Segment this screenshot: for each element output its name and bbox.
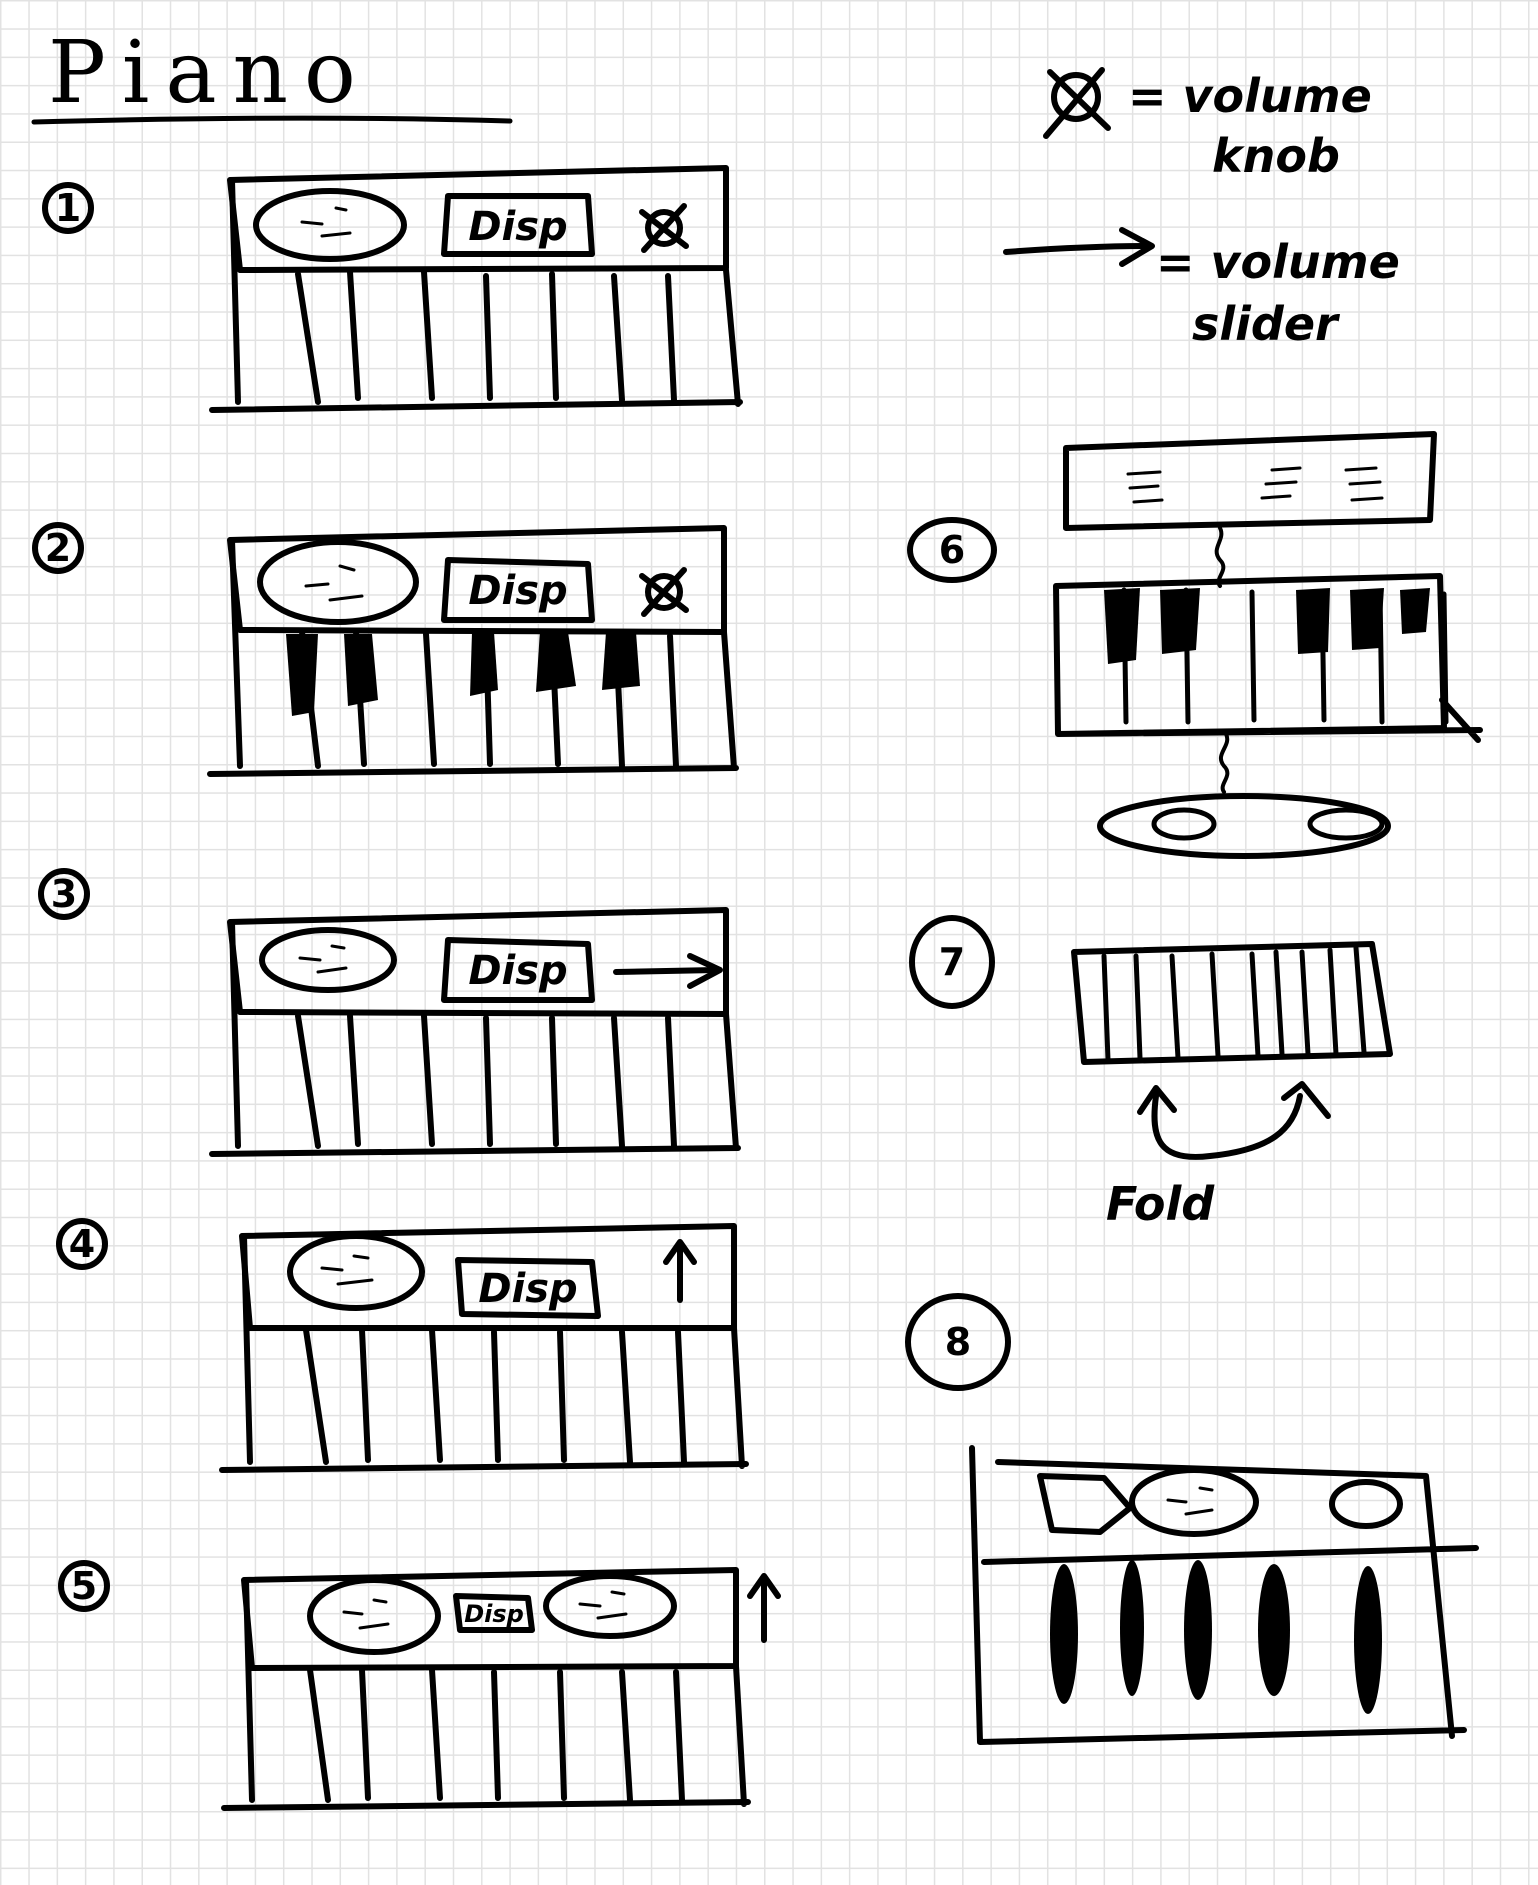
sketch-4-display-label: Disp (478, 1266, 577, 1312)
volume-knob-legend-icon (1043, 67, 1111, 139)
sketch-6-number-circle (907, 517, 997, 583)
sketch-6-number: 6 (939, 528, 965, 572)
sketch-7-number: 7 (939, 940, 965, 984)
sketch-5-number-circle (58, 1560, 110, 1612)
sketch-1-volume-knob-icon (639, 203, 689, 253)
sketch-8-display (1037, 1473, 1133, 1535)
sketch-6-speaker-bar (1097, 793, 1391, 859)
sketch-3-display (441, 937, 595, 1003)
sketch-6-black-keys (1104, 588, 1430, 664)
sketch-6-control-panel (1063, 431, 1437, 531)
sketch-7-folded-keyboard (1071, 941, 1393, 1065)
volume-knob-legend-label: = volume (1128, 69, 1372, 123)
sketch-2-number: 2 (45, 526, 71, 570)
sketch-7: 7 Fold (909, 915, 1393, 1231)
sketch-4: 4 Disp (56, 1218, 749, 1473)
sketch-1-keys (295, 269, 677, 405)
sketch-6-connector-bottom (1218, 732, 1230, 794)
title-underline (31, 115, 513, 125)
sketch-3-piano-body (209, 919, 741, 1157)
title-group: Piano (31, 23, 513, 125)
sketch-1-display (441, 193, 595, 257)
sketch-8-number: 8 (945, 1320, 971, 1364)
sketch-5-number: 5 (71, 1564, 97, 1608)
sketch-1-number: 1 (55, 186, 81, 230)
sketch-4-piano-body (219, 1233, 749, 1473)
sketch-1-speaker (253, 188, 407, 262)
sketch-3-speaker (259, 927, 397, 993)
sketch-1: 1 Disp (42, 165, 743, 413)
sketch-7-fold-arrow-icon (1137, 1081, 1331, 1160)
sketch-5-piano-body (221, 1577, 751, 1811)
sketch-4-keys (303, 1327, 687, 1465)
sketch-5-volume-up-arrow-icon (747, 1573, 781, 1643)
sketch-5-display-label: Disp (464, 1600, 524, 1628)
volume-slider-legend-icon (1003, 227, 1155, 267)
sketch-3-number-circle (38, 868, 90, 920)
sketch-3-keys (295, 1013, 677, 1149)
sketch-4-number-circle (56, 1218, 108, 1270)
sketch-1-number-circle (42, 182, 94, 234)
legend: = volume knob = volume slider (1003, 67, 1400, 351)
sketch-8-number-circle (905, 1293, 1011, 1391)
sketch-7-fold-label: Fold (1106, 1177, 1215, 1231)
sketch-5-speaker-right (543, 1573, 677, 1639)
sketch-6: 6 (907, 431, 1483, 859)
sketch-3: 3 Disp (38, 868, 741, 1157)
sketch-2: 2 Disp (32, 522, 739, 777)
sketch-2-piano-body (207, 537, 739, 777)
sketch-4-volume-up-arrow-icon (663, 1239, 697, 1303)
sketch-1-piano-body (209, 177, 743, 413)
sketch-2-display-label: Disp (468, 568, 567, 614)
sketch-2-speaker (257, 539, 419, 625)
sketch-2-speaker-holes (304, 564, 364, 602)
sketch-5-speaker-left-holes (342, 1598, 390, 1630)
sketch-6-speaker-left (1151, 807, 1217, 841)
sketch-3-display-label: Disp (468, 948, 567, 994)
sketch-5-keys (307, 1667, 685, 1803)
sketch-5: 5 Disp (58, 1560, 781, 1811)
sketch-5-display (453, 1593, 535, 1633)
sketch-8: 8 (905, 1293, 1479, 1745)
sketch-2-volume-knob-icon (639, 567, 689, 617)
volume-slider-legend-label: = volume (1156, 235, 1400, 289)
sketch-6-speaker-right (1307, 807, 1385, 841)
sketch-4-display (455, 1257, 601, 1319)
sketch-8-piano-body (969, 1445, 1479, 1745)
sketch-4-number: 4 (69, 1222, 95, 1266)
sketch-7-number-circle (909, 915, 995, 1009)
sketch-1-display-label: Disp (468, 204, 567, 250)
sketch-8-black-keys (1050, 1560, 1382, 1714)
sketch-6-control-icons (1126, 466, 1384, 504)
sketch-5-speaker-right-holes (578, 1590, 628, 1620)
sketch-3-speaker-holes (298, 944, 348, 974)
page-title: Piano (48, 23, 372, 123)
sketch-8-speaker (1129, 1467, 1259, 1537)
volume-knob-legend-label-2: knob (1212, 129, 1340, 183)
sketch-3-volume-slider-icon (613, 953, 723, 989)
sketch-2-number-circle (32, 522, 84, 574)
sketch-6-connector-top (1214, 526, 1226, 588)
sketch-1-speaker-holes (300, 206, 352, 238)
sketch-3-number: 3 (51, 872, 77, 916)
sketch-2-black-keys (286, 630, 640, 716)
sketch-5-speaker-left (307, 1577, 441, 1655)
volume-slider-legend-label-2: slider (1192, 297, 1341, 351)
sketch-8-volume-knob (1329, 1479, 1403, 1529)
sketch-7-keys (1101, 945, 1367, 1063)
sketch-4-speaker-holes (320, 1254, 374, 1286)
sketch-8-speaker-holes (1166, 1486, 1214, 1516)
sketch-2-display (441, 557, 595, 623)
sketch-4-speaker (287, 1233, 425, 1311)
